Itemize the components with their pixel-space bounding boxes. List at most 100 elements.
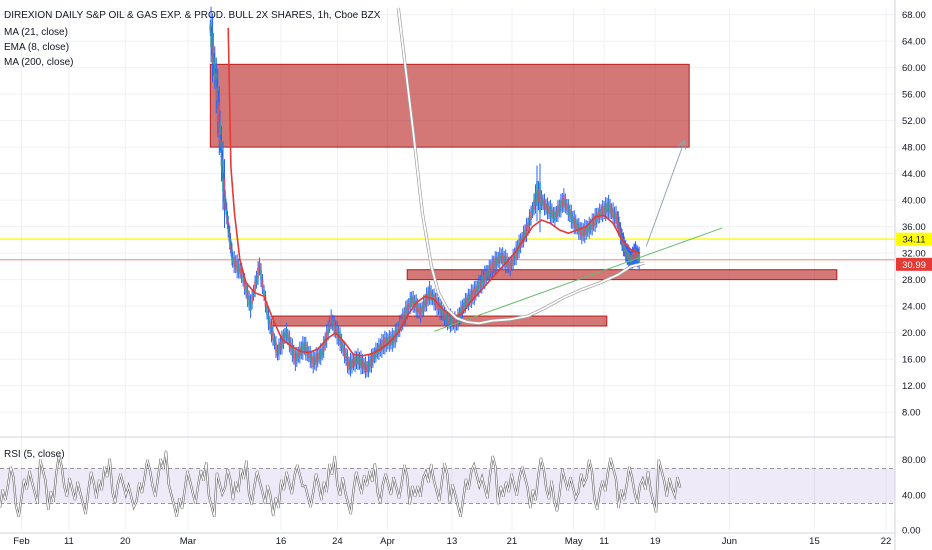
y-tick-label: 48.00 bbox=[902, 143, 926, 154]
candle-body bbox=[567, 205, 570, 215]
price-zone bbox=[209, 63, 690, 148]
candle-body bbox=[234, 260, 237, 269]
candle-body bbox=[312, 357, 315, 368]
y-tick-label: 20.00 bbox=[902, 328, 926, 339]
candle-body bbox=[447, 315, 450, 324]
y-tick-label: 56.00 bbox=[902, 90, 926, 101]
y-tick-label: 8.00 bbox=[902, 408, 921, 419]
indicator-ema8-label[interactable]: EMA (8, close) bbox=[4, 42, 69, 53]
candle-body bbox=[340, 339, 343, 349]
candle-body bbox=[600, 208, 603, 216]
candle-body bbox=[573, 216, 576, 228]
candle-body bbox=[333, 321, 336, 331]
candle-body bbox=[464, 298, 467, 308]
y-tick-label: 44.00 bbox=[902, 169, 926, 180]
candle-body bbox=[418, 306, 421, 315]
candle-body bbox=[449, 315, 452, 326]
candle-body bbox=[489, 264, 492, 273]
candle-body bbox=[528, 215, 531, 227]
candle-body bbox=[427, 291, 430, 301]
last-price-tag: 30.99 bbox=[896, 257, 932, 271]
candle-body bbox=[439, 302, 442, 314]
candle-body bbox=[412, 296, 415, 307]
candle-body bbox=[419, 308, 422, 318]
candle-body bbox=[450, 316, 453, 326]
candle-body bbox=[483, 272, 486, 283]
candle-body bbox=[279, 341, 282, 350]
candle-body bbox=[321, 348, 324, 357]
rsi-label[interactable]: RSI (5, close) bbox=[4, 449, 65, 460]
candle-body bbox=[292, 350, 295, 360]
candle-body bbox=[550, 208, 553, 218]
candle-body bbox=[409, 297, 412, 308]
candle-body bbox=[565, 203, 568, 211]
candle-body bbox=[525, 224, 528, 236]
indicator-ma21-label[interactable]: MA (21, close) bbox=[4, 27, 68, 38]
candle-body bbox=[313, 356, 316, 365]
candle-body bbox=[531, 206, 534, 214]
x-tick-label: 16 bbox=[276, 536, 287, 547]
candle-body bbox=[604, 203, 607, 215]
x-tick-label: Mar bbox=[180, 536, 196, 547]
y-tick-label: 40.00 bbox=[902, 196, 926, 207]
candle-body bbox=[595, 213, 598, 223]
candle-body bbox=[358, 356, 361, 365]
candle-body bbox=[410, 295, 413, 304]
candle-body bbox=[228, 232, 231, 244]
candle-body bbox=[254, 281, 257, 292]
candle-body bbox=[534, 192, 537, 206]
candle-body bbox=[443, 310, 446, 320]
candle-body bbox=[568, 209, 571, 218]
candle-body bbox=[286, 333, 289, 341]
candle-body bbox=[527, 222, 530, 231]
candle-body bbox=[327, 325, 330, 335]
candle-body bbox=[300, 346, 303, 355]
candle-body bbox=[282, 334, 285, 344]
candle-body bbox=[298, 347, 301, 358]
rsi-line bbox=[0, 450, 681, 517]
candle-body bbox=[395, 328, 398, 338]
candle-body bbox=[506, 258, 509, 268]
candle-body bbox=[480, 276, 483, 288]
candle-body bbox=[474, 286, 477, 296]
candle-body bbox=[570, 211, 573, 223]
y-tick-label: 28.00 bbox=[902, 275, 926, 286]
candle-body bbox=[533, 199, 536, 210]
candle-body bbox=[579, 227, 582, 236]
candle-body bbox=[492, 260, 495, 269]
candle-body bbox=[437, 302, 440, 311]
candle-body bbox=[346, 355, 349, 367]
candle-body bbox=[248, 296, 251, 306]
candle-body bbox=[368, 359, 371, 368]
indicator-ma200-label[interactable]: MA (200, close) bbox=[4, 57, 73, 68]
ascending-trendline bbox=[433, 227, 723, 332]
candle-body bbox=[306, 346, 309, 356]
candle-body bbox=[319, 349, 322, 360]
candle-body bbox=[571, 215, 574, 225]
candle-body bbox=[380, 340, 383, 352]
last-price-text: 30.99 bbox=[902, 260, 926, 271]
projection-arrow-head bbox=[677, 139, 687, 150]
candle-body bbox=[615, 212, 618, 224]
chart-title: DIREXION DAILY S&P OIL & GAS EXP. & PROD… bbox=[4, 10, 381, 21]
candle-body bbox=[446, 314, 449, 325]
candle-body bbox=[310, 355, 313, 364]
candle-body bbox=[362, 362, 365, 370]
x-tick-label: Apr bbox=[380, 536, 395, 547]
candle-body bbox=[503, 255, 506, 264]
candle-body bbox=[482, 275, 485, 284]
candle-body bbox=[580, 228, 583, 239]
candle-body bbox=[485, 270, 488, 280]
candle-body bbox=[322, 342, 325, 352]
candle-body bbox=[318, 352, 321, 360]
candle-body bbox=[564, 198, 567, 208]
candle-body bbox=[430, 290, 433, 300]
hline-price-text: 34.11 bbox=[902, 235, 925, 246]
x-tick-label: May bbox=[565, 536, 583, 547]
x-tick-label: 24 bbox=[332, 536, 343, 547]
candle-body bbox=[476, 284, 479, 293]
candle-body bbox=[473, 287, 476, 299]
x-tick-label: Jun bbox=[722, 536, 737, 547]
candle-body bbox=[252, 289, 255, 297]
